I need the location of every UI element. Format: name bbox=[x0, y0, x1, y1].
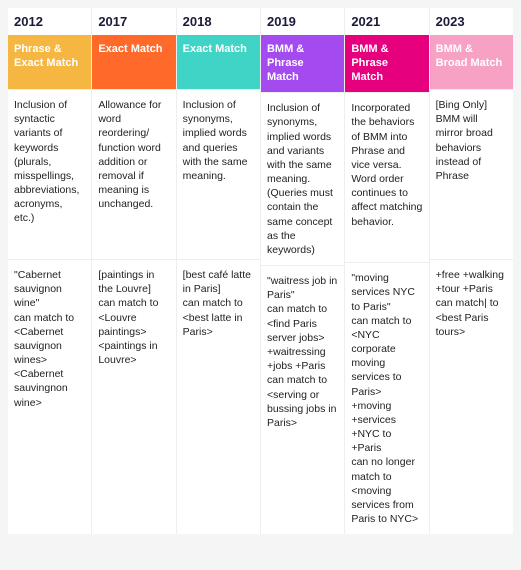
column-description: Inclusion of syntactic variants of keywo… bbox=[8, 89, 91, 259]
column-example: "waitress job in Paris" can match to <fi… bbox=[261, 265, 344, 455]
column-example: [best café latte in Paris] can match to … bbox=[177, 259, 260, 449]
timeline-column: 2023BMM & Broad Match[Bing Only] BMM wil… bbox=[430, 8, 513, 534]
column-example: [paintings in the Louvre] can match to <… bbox=[92, 259, 175, 449]
column-year: 2021 bbox=[345, 8, 428, 35]
column-description: Inclusion of synonyms, implied words and… bbox=[261, 92, 344, 265]
column-description: Inclusion of synonyms, implied words and… bbox=[177, 89, 260, 259]
column-year: 2023 bbox=[430, 8, 513, 35]
timeline-column: 2019BMM & Phrase MatchInclusion of synon… bbox=[261, 8, 345, 534]
timeline-column: 2017Exact MatchAllowance for word reorde… bbox=[92, 8, 176, 534]
column-description: Incorporated the behaviors of BMM into P… bbox=[345, 92, 428, 262]
column-header: BMM & Phrase Match bbox=[345, 35, 428, 92]
column-example: +free +walking +tour +Paris can match| t… bbox=[430, 259, 513, 449]
column-header: Exact Match bbox=[177, 35, 260, 89]
column-year: 2018 bbox=[177, 8, 260, 35]
column-header: Phrase & Exact Match bbox=[8, 35, 91, 89]
column-description: [Bing Only] BMM will mirror broad behavi… bbox=[430, 89, 513, 259]
column-example: "moving services NYC to Paris" can match… bbox=[345, 262, 428, 534]
column-year: 2017 bbox=[92, 8, 175, 35]
timeline-column: 2021BMM & Phrase MatchIncorporated the b… bbox=[345, 8, 429, 534]
column-header: BMM & Broad Match bbox=[430, 35, 513, 89]
column-year: 2019 bbox=[261, 8, 344, 35]
timeline-column: 2018Exact MatchInclusion of synonyms, im… bbox=[177, 8, 261, 534]
column-description: Allowance for word reordering/ function … bbox=[92, 89, 175, 259]
column-header: Exact Match bbox=[92, 35, 175, 89]
match-type-timeline-table: 2012Phrase & Exact MatchInclusion of syn… bbox=[8, 8, 513, 534]
timeline-column: 2012Phrase & Exact MatchInclusion of syn… bbox=[8, 8, 92, 534]
column-year: 2012 bbox=[8, 8, 91, 35]
column-header: BMM & Phrase Match bbox=[261, 35, 344, 92]
column-example: "Cabernet sauvignon wine" can match to <… bbox=[8, 259, 91, 449]
